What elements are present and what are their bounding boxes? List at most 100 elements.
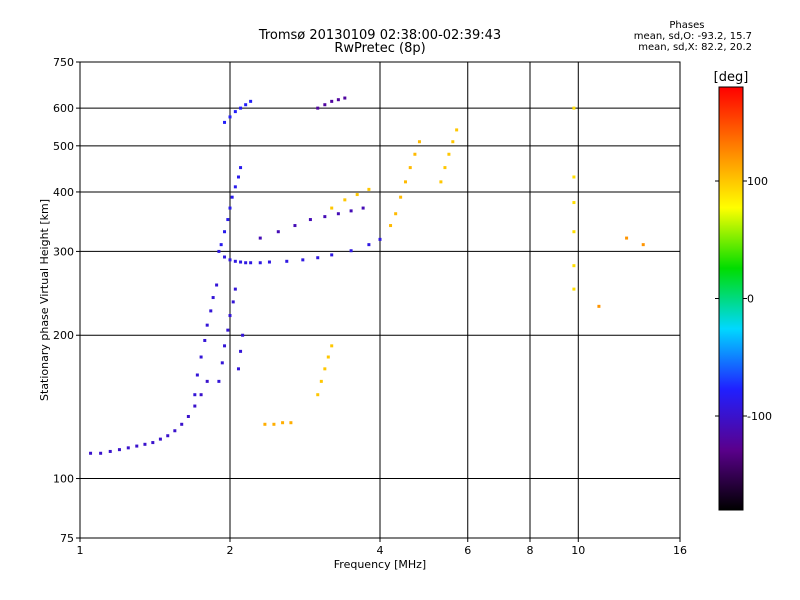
- x-axis-label: Frequency [MHz]: [334, 558, 426, 571]
- colorbar-tick-label: 0: [747, 293, 754, 306]
- data-point: [597, 304, 601, 308]
- data-point: [195, 373, 199, 377]
- data-point: [443, 166, 447, 170]
- data-point: [239, 106, 243, 110]
- x-tick-label: 1: [77, 544, 84, 557]
- data-point: [572, 230, 576, 234]
- data-point: [233, 287, 237, 291]
- y-tick-label: 500: [53, 140, 74, 153]
- data-point: [316, 106, 320, 110]
- x-tick-label: 4: [377, 544, 384, 557]
- data-point: [228, 314, 232, 318]
- data-point: [199, 393, 203, 397]
- data-point: [223, 344, 227, 348]
- data-point: [223, 230, 227, 234]
- data-point: [323, 103, 327, 107]
- data-point: [343, 198, 347, 202]
- data-point: [355, 193, 359, 197]
- colorbar-gradient: [718, 86, 744, 511]
- data-point: [233, 110, 237, 114]
- data-point: [249, 99, 253, 103]
- data-point: [572, 106, 576, 110]
- data-point: [135, 444, 139, 448]
- data-point: [641, 243, 645, 247]
- data-point: [572, 287, 576, 291]
- data-point: [417, 140, 421, 144]
- data-point: [316, 393, 320, 397]
- data-point: [233, 185, 237, 189]
- data-point: [241, 333, 245, 337]
- colorbar-label: [deg]: [714, 70, 749, 85]
- colorbar: [deg] 100 0 -100: [714, 70, 772, 511]
- data-point: [217, 249, 221, 253]
- data-point: [205, 379, 209, 383]
- chart-title: Tromsø 20130109 02:38:00-02:39:43: [258, 28, 502, 43]
- data-point: [228, 258, 232, 262]
- data-point: [361, 206, 365, 210]
- data-point: [326, 355, 330, 359]
- data-point: [281, 421, 285, 425]
- phase-stats: Phases mean, sd,O: -93.2, 15.7 mean, sd,…: [634, 20, 752, 53]
- data-point: [455, 128, 459, 132]
- data-point: [230, 195, 234, 199]
- data-point: [394, 212, 398, 216]
- data-point: [389, 224, 393, 228]
- data-point: [258, 236, 262, 240]
- data-point: [349, 249, 353, 253]
- data-point: [173, 429, 177, 433]
- y-tick-label: 100: [53, 473, 74, 486]
- data-point: [336, 212, 340, 216]
- y-tick-label: 750: [53, 56, 74, 69]
- data-point: [267, 260, 271, 264]
- data-point: [211, 296, 215, 300]
- data-point: [308, 218, 312, 222]
- data-point: [408, 166, 412, 170]
- y-tick-label: 300: [53, 245, 74, 258]
- data-point: [239, 166, 243, 170]
- data-point: [239, 349, 243, 353]
- data-point: [572, 175, 576, 179]
- data-point: [258, 261, 262, 265]
- y-tick-label: 400: [53, 186, 74, 199]
- data-point: [403, 180, 407, 184]
- data-point: [108, 449, 112, 453]
- x-tick-label: 10: [571, 544, 585, 557]
- data-point: [343, 96, 347, 100]
- data-point: [316, 256, 320, 260]
- data-point: [233, 259, 237, 263]
- data-point: [289, 421, 293, 425]
- data-point: [99, 451, 103, 455]
- data-point: [319, 379, 323, 383]
- colorbar-tick-label: -100: [747, 410, 772, 423]
- data-point: [126, 446, 130, 450]
- data-point: [378, 237, 382, 241]
- axes: 1 2 4 6 8 10 16 75 100 200 300 400 500 600 750: [53, 56, 687, 557]
- y-axis-label: Stationary phase Virtual Height [km]: [38, 199, 51, 401]
- data-point: [285, 259, 289, 263]
- data-point: [399, 195, 403, 199]
- grid: [80, 62, 680, 538]
- phase-stats-heading: Phases: [669, 20, 705, 31]
- data-point: [186, 414, 190, 418]
- data-point: [239, 260, 243, 264]
- data-point: [236, 367, 240, 371]
- data-point: [572, 201, 576, 205]
- data-point: [323, 367, 327, 371]
- data-point: [199, 355, 203, 359]
- data-point: [180, 422, 184, 426]
- phase-stats-x: mean, sd,X: 82.2, 20.2: [638, 42, 752, 53]
- data-point: [89, 451, 93, 455]
- data-point: [276, 230, 280, 234]
- data-point: [219, 243, 223, 247]
- y-tick-label: 200: [53, 329, 74, 342]
- data-point: [226, 218, 230, 222]
- data-point: [336, 98, 340, 102]
- data-point: [166, 434, 170, 438]
- data-point: [217, 379, 221, 383]
- y-tick-label: 600: [53, 102, 74, 115]
- data-point: [158, 437, 162, 441]
- data-point: [272, 422, 276, 426]
- data-point: [151, 441, 155, 445]
- x-tick-label: 16: [673, 544, 687, 557]
